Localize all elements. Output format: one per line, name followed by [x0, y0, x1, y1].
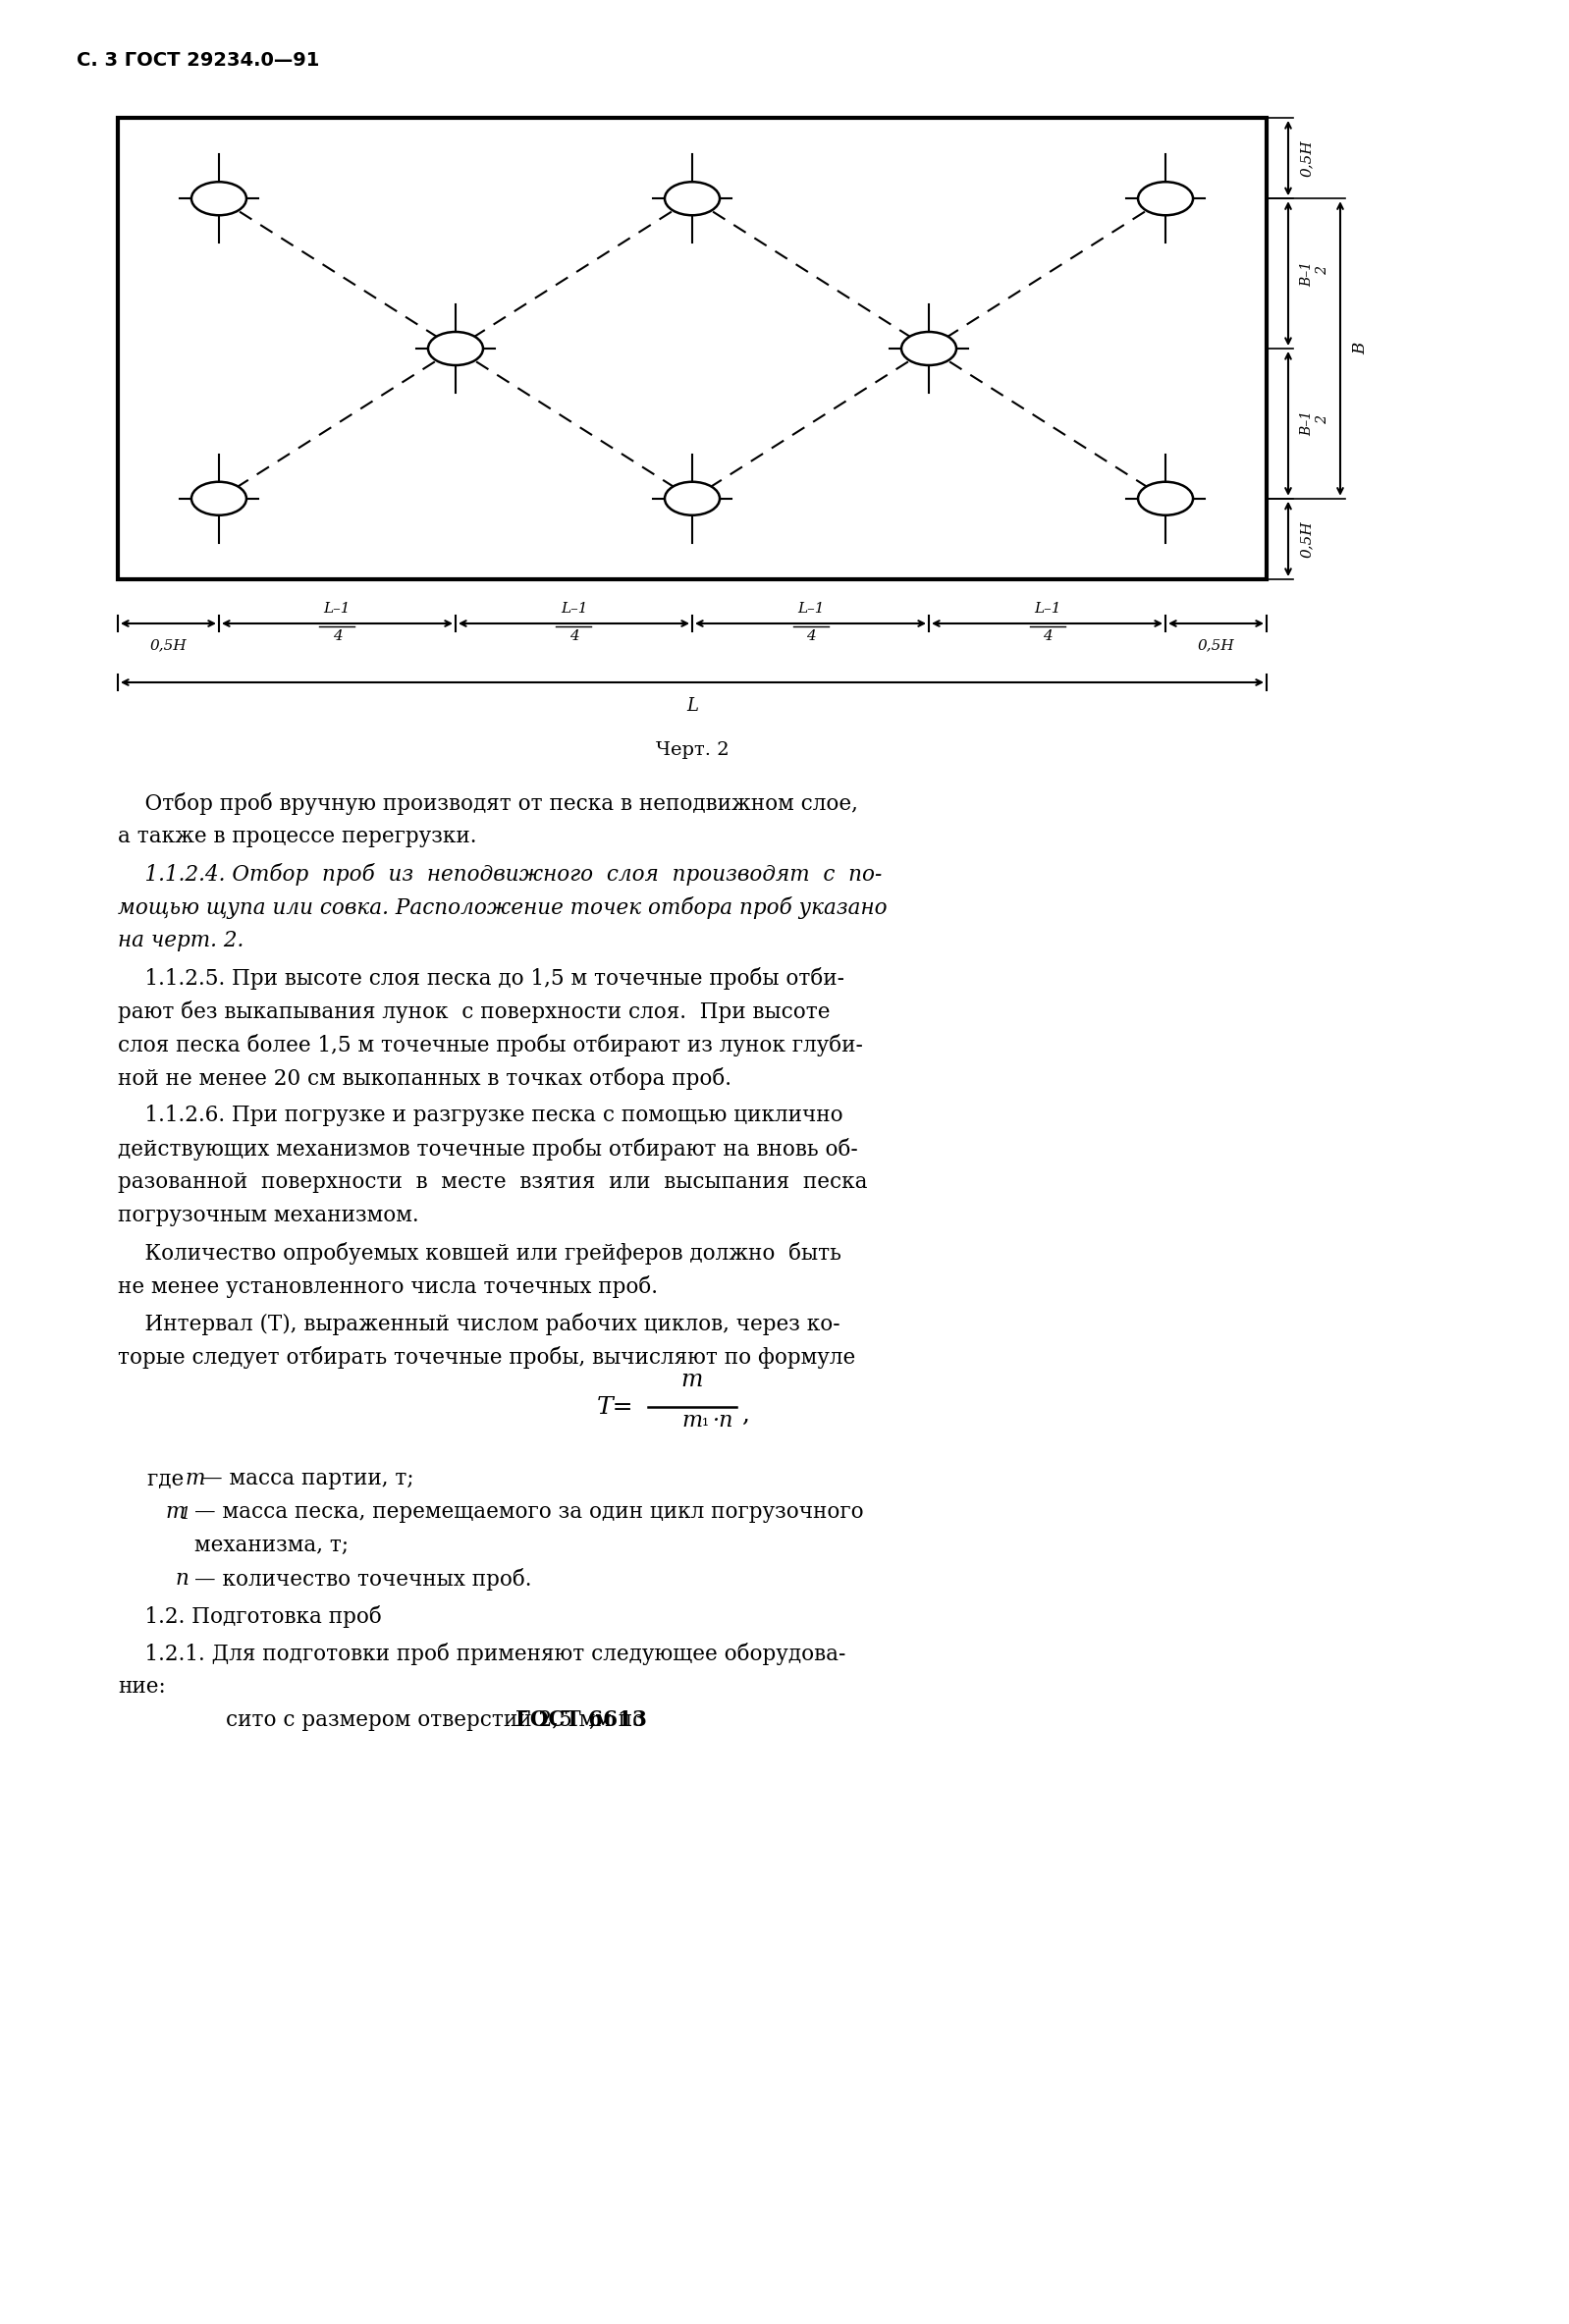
Ellipse shape [191, 481, 246, 516]
Text: ГОСТ 6613: ГОСТ 6613 [516, 1710, 646, 1731]
Ellipse shape [665, 181, 720, 216]
Text: 4: 4 [806, 630, 816, 644]
Text: m: m [681, 1369, 703, 1392]
Text: Интервал (Т), выраженный числом рабочих циклов, через ко-: Интервал (Т), выраженный числом рабочих … [118, 1313, 839, 1336]
Text: не менее установленного числа точечных проб.: не менее установленного числа точечных п… [118, 1276, 657, 1299]
Text: L–1: L–1 [323, 602, 351, 616]
Text: m: m [185, 1469, 204, 1490]
Bar [118, 119, 1266, 579]
Text: n: n [174, 1569, 188, 1590]
Text: L–1: L–1 [797, 602, 824, 616]
Text: ₁: ₁ [701, 1413, 709, 1429]
Text: B: B [1352, 342, 1368, 356]
Text: 4: 4 [570, 630, 579, 644]
Text: m: m [683, 1411, 703, 1432]
Text: 1.1.2.6. При погрузке и разгрузке песка с помощью циклично: 1.1.2.6. При погрузке и разгрузке песка … [118, 1104, 843, 1127]
Text: ;: ; [588, 1710, 595, 1731]
Ellipse shape [901, 332, 957, 365]
Text: ·n: ·n [712, 1411, 733, 1432]
Text: L–1: L–1 [560, 602, 587, 616]
Ellipse shape [1138, 181, 1192, 216]
Text: Количество опробуемых ковшей или грейферов должно  быть: Количество опробуемых ковшей или грейфер… [118, 1241, 841, 1264]
Text: — масса песка, перемещаемого за один цикл погрузочного: — масса песка, перемещаемого за один цик… [195, 1501, 863, 1522]
Text: сито с размером отверстий 2,5 мм по: сито с размером отверстий 2,5 мм по [226, 1710, 653, 1731]
Text: — количество точечных проб.: — количество точечных проб. [195, 1569, 532, 1590]
Text: где: где [147, 1469, 190, 1490]
Text: 4: 4 [333, 630, 342, 644]
Text: ,: , [741, 1404, 748, 1427]
Ellipse shape [1138, 481, 1192, 516]
Text: ной не менее 20 см выкопанных в точках отбора проб.: ной не менее 20 см выкопанных в точках о… [118, 1067, 731, 1090]
Text: 0,5H: 0,5H [1197, 639, 1235, 653]
Text: 1: 1 [180, 1506, 190, 1522]
Text: разованной  поверхности  в  месте  взятия  или  высыпания  песка: разованной поверхности в месте взятия ил… [118, 1171, 868, 1192]
Text: а также в процессе перегрузки.: а также в процессе перегрузки. [118, 825, 477, 848]
Text: торые следует отбирать точечные пробы, вычисляют по формуле: торые следует отбирать точечные пробы, в… [118, 1346, 855, 1369]
Text: 0,5H: 0,5H [1301, 139, 1313, 177]
Ellipse shape [191, 181, 246, 216]
Text: С. 3 ГОСТ 29234.0—91: С. 3 ГОСТ 29234.0—91 [77, 51, 320, 70]
Text: 4: 4 [1042, 630, 1051, 644]
Text: 1.1.2.5. При высоте слоя песка до 1,5 м точечные пробы отби-: 1.1.2.5. При высоте слоя песка до 1,5 м … [118, 967, 844, 990]
Text: L: L [686, 697, 698, 716]
Text: 1.2.1. Для подготовки проб применяют следующее оборудова-: 1.2.1. Для подготовки проб применяют сле… [118, 1643, 846, 1666]
Text: Черт. 2: Черт. 2 [656, 741, 730, 760]
Text: B–1
   2: B–1 2 [1301, 411, 1329, 437]
Text: действующих механизмов точечные пробы отбирают на вновь об-: действующих механизмов точечные пробы от… [118, 1139, 858, 1160]
Text: на черт. 2.: на черт. 2. [118, 930, 243, 951]
Text: рают без выкапывания лунок  с поверхности слоя.  При высоте: рают без выкапывания лунок с поверхности… [118, 1002, 830, 1023]
Text: 0,5H: 0,5H [151, 639, 187, 653]
Text: m: m [165, 1501, 185, 1522]
Ellipse shape [665, 481, 720, 516]
Text: 1.1.2.4. Отбор  проб  из  неподвижного  слоя  производят  с  по-: 1.1.2.4. Отбор проб из неподвижного слоя… [118, 862, 882, 885]
Text: T=: T= [596, 1397, 634, 1418]
Text: ние:: ние: [118, 1676, 166, 1697]
Text: 0,5H: 0,5H [1301, 521, 1313, 558]
Text: погрузочным механизмом.: погрузочным механизмом. [118, 1204, 419, 1227]
Text: B–1
   2: B–1 2 [1301, 260, 1329, 286]
Text: L–1: L–1 [1034, 602, 1061, 616]
Text: Отбор проб вручную производят от песка в неподвижном слое,: Отбор проб вручную производят от песка в… [118, 792, 858, 816]
Text: механизма, т;: механизма, т; [195, 1534, 348, 1557]
Text: — масса партии, т;: — масса партии, т; [201, 1469, 414, 1490]
Text: 1.2. Подготовка проб: 1.2. Подготовка проб [118, 1606, 381, 1627]
Text: слоя песка более 1,5 м точечные пробы отбирают из лунок глуби-: слоя песка более 1,5 м точечные пробы от… [118, 1034, 863, 1057]
Text: мощью щупа или совка. Расположение точек отбора проб указано: мощью щупа или совка. Расположение точек… [118, 897, 886, 918]
Ellipse shape [428, 332, 483, 365]
